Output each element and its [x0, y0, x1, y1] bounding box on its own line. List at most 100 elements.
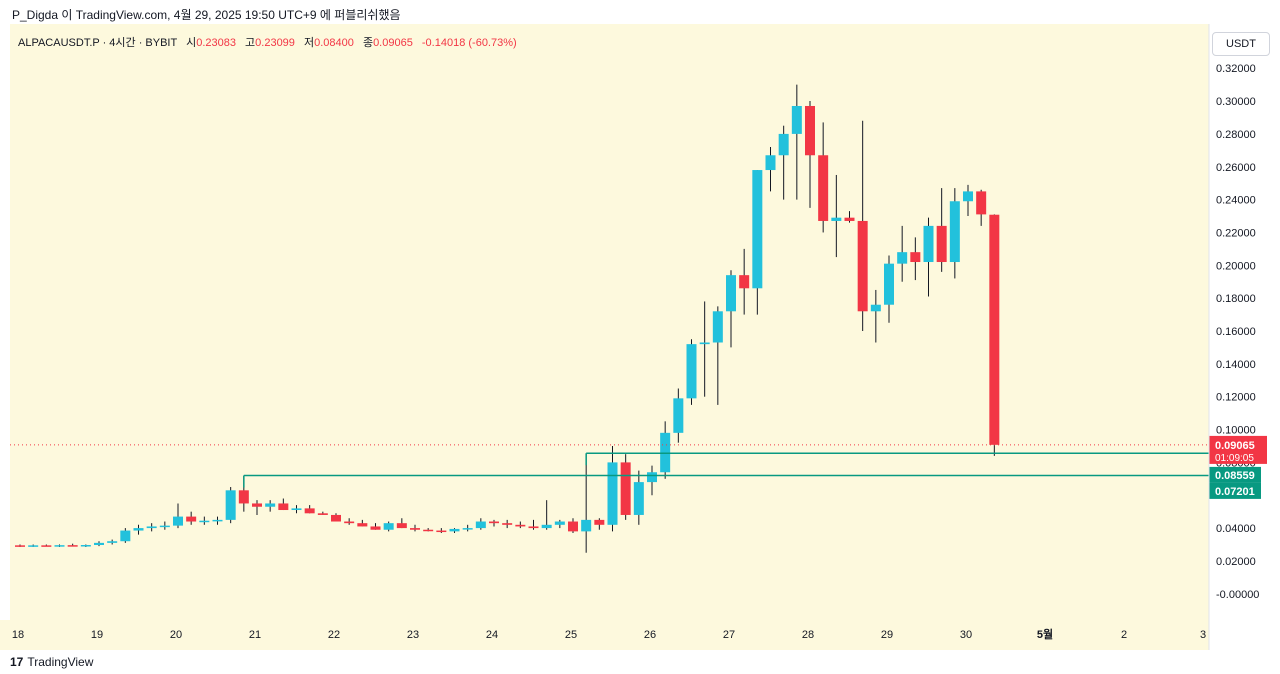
- candle-body[interactable]: [765, 155, 776, 171]
- candle-body[interactable]: [699, 342, 710, 345]
- time-tick-label: 24: [486, 629, 498, 641]
- candle-body[interactable]: [54, 545, 65, 547]
- candle-body[interactable]: [370, 526, 381, 530]
- candle-body[interactable]: [67, 545, 78, 547]
- close-value: 0.09065: [373, 37, 413, 49]
- candle-body[interactable]: [357, 523, 368, 527]
- level-price-tag: [1209, 482, 1261, 499]
- candle-body[interactable]: [949, 201, 960, 263]
- candle-body[interactable]: [28, 545, 39, 547]
- candle-body[interactable]: [475, 521, 486, 529]
- candle-body[interactable]: [252, 503, 262, 507]
- candle-body[interactable]: [238, 490, 249, 504]
- publish-caption: P_Digda 이 TradingView.com, 4월 29, 2025 1…: [12, 8, 401, 22]
- candle-body[interactable]: [541, 524, 552, 529]
- candle-body[interactable]: [594, 519, 605, 525]
- high-value: 0.23099: [255, 37, 295, 49]
- candle-body[interactable]: [344, 521, 355, 524]
- low-label: 저: [303, 37, 315, 49]
- candle-body[interactable]: [910, 252, 921, 263]
- candle-body[interactable]: [133, 528, 144, 531]
- candle-body[interactable]: [936, 225, 947, 263]
- candle-body[interactable]: [186, 516, 197, 522]
- candle-body[interactable]: [15, 545, 25, 547]
- candle-body[interactable]: [805, 105, 815, 156]
- price-tick-label: 0.26000: [1216, 162, 1256, 174]
- candle-body[interactable]: [870, 304, 881, 312]
- candle-body[interactable]: [686, 344, 697, 399]
- candle-body[interactable]: [857, 220, 868, 312]
- level-price-tag: [1209, 466, 1261, 483]
- candle-body[interactable]: [462, 528, 473, 530]
- high-label: 고: [245, 37, 256, 49]
- candle-body[interactable]: [528, 526, 539, 529]
- candle-body[interactable]: [673, 398, 684, 433]
- candle-body[interactable]: [989, 214, 1000, 445]
- candle-body[interactable]: [726, 275, 736, 312]
- candle-body[interactable]: [331, 514, 341, 522]
- candle-body[interactable]: [449, 528, 460, 532]
- candle-body[interactable]: [317, 513, 328, 515]
- time-axis[interactable]: [0, 620, 1209, 650]
- candle-body[interactable]: [107, 541, 118, 543]
- candle-body[interactable]: [410, 528, 420, 530]
- candle-body[interactable]: [225, 490, 236, 520]
- candle-body[interactable]: [568, 521, 578, 532]
- change-value: -0.14018 (-60.73%): [421, 37, 517, 49]
- candle-body[interactable]: [963, 191, 973, 202]
- candle-body[interactable]: [752, 170, 763, 289]
- candle-body[interactable]: [199, 520, 210, 523]
- candle-body[interactable]: [884, 263, 894, 305]
- candle-body[interactable]: [436, 530, 447, 533]
- candle-body[interactable]: [489, 521, 499, 524]
- candle-body[interactable]: [212, 519, 223, 522]
- tradingview-logo[interactable]: 17 TradingView: [10, 655, 93, 669]
- symbol-name[interactable]: ALPACAUSDT.P · 4시간 · BYBIT: [18, 37, 178, 49]
- level-price-label: 0.08559: [1215, 470, 1255, 482]
- candle-body[interactable]: [739, 275, 750, 289]
- time-tick-label: 29: [881, 629, 893, 641]
- candle-body[interactable]: [712, 311, 723, 343]
- candle-body[interactable]: [620, 462, 631, 515]
- price-axis[interactable]: [1209, 24, 1280, 650]
- open-value: 0.23083: [196, 37, 236, 49]
- candle-body[interactable]: [94, 542, 104, 546]
- candlestick-chart[interactable]: 0.32000 0.30000 0.28000 0.26000 0.24000 0.220…: [0, 24, 1280, 650]
- candle-body[interactable]: [383, 523, 394, 530]
- time-tick-label: 26: [644, 629, 656, 641]
- candle-body[interactable]: [515, 524, 526, 527]
- candle-body[interactable]: [844, 217, 855, 221]
- candle-body[interactable]: [41, 545, 52, 547]
- candle-body[interactable]: [607, 462, 618, 525]
- candle-body[interactable]: [423, 529, 434, 532]
- candle-body[interactable]: [897, 252, 908, 264]
- candle-body[interactable]: [502, 523, 513, 525]
- candle-body[interactable]: [554, 521, 565, 525]
- candle-body[interactable]: [976, 191, 987, 215]
- candle-body[interactable]: [120, 530, 131, 542]
- candle-body[interactable]: [146, 526, 157, 529]
- candle-body[interactable]: [791, 105, 802, 134]
- candle-body[interactable]: [831, 217, 842, 221]
- candle-body[interactable]: [173, 516, 183, 526]
- candle-body[interactable]: [291, 508, 302, 511]
- time-tick-label: 23: [407, 629, 419, 641]
- candle-body[interactable]: [581, 519, 592, 532]
- candle-body[interactable]: [818, 155, 829, 221]
- time-tick-label: 2: [1121, 629, 1127, 641]
- current-price-tag: [1209, 435, 1267, 464]
- candle-body[interactable]: [159, 525, 170, 528]
- price-tick-label: 0.28000: [1216, 129, 1256, 141]
- candle-body[interactable]: [80, 545, 91, 547]
- candle-body[interactable]: [396, 523, 407, 529]
- currency-button[interactable]: USDT: [1212, 32, 1270, 56]
- current-price-label: 0.09065: [1215, 440, 1255, 452]
- candle-body[interactable]: [633, 482, 644, 515]
- candle-body[interactable]: [278, 503, 289, 511]
- time-tick-label: 5월: [1037, 627, 1053, 641]
- candle-body[interactable]: [304, 508, 315, 514]
- candle-body[interactable]: [778, 133, 789, 156]
- candle-body[interactable]: [647, 472, 657, 483]
- candle-body[interactable]: [923, 225, 934, 263]
- candle-body[interactable]: [265, 503, 276, 507]
